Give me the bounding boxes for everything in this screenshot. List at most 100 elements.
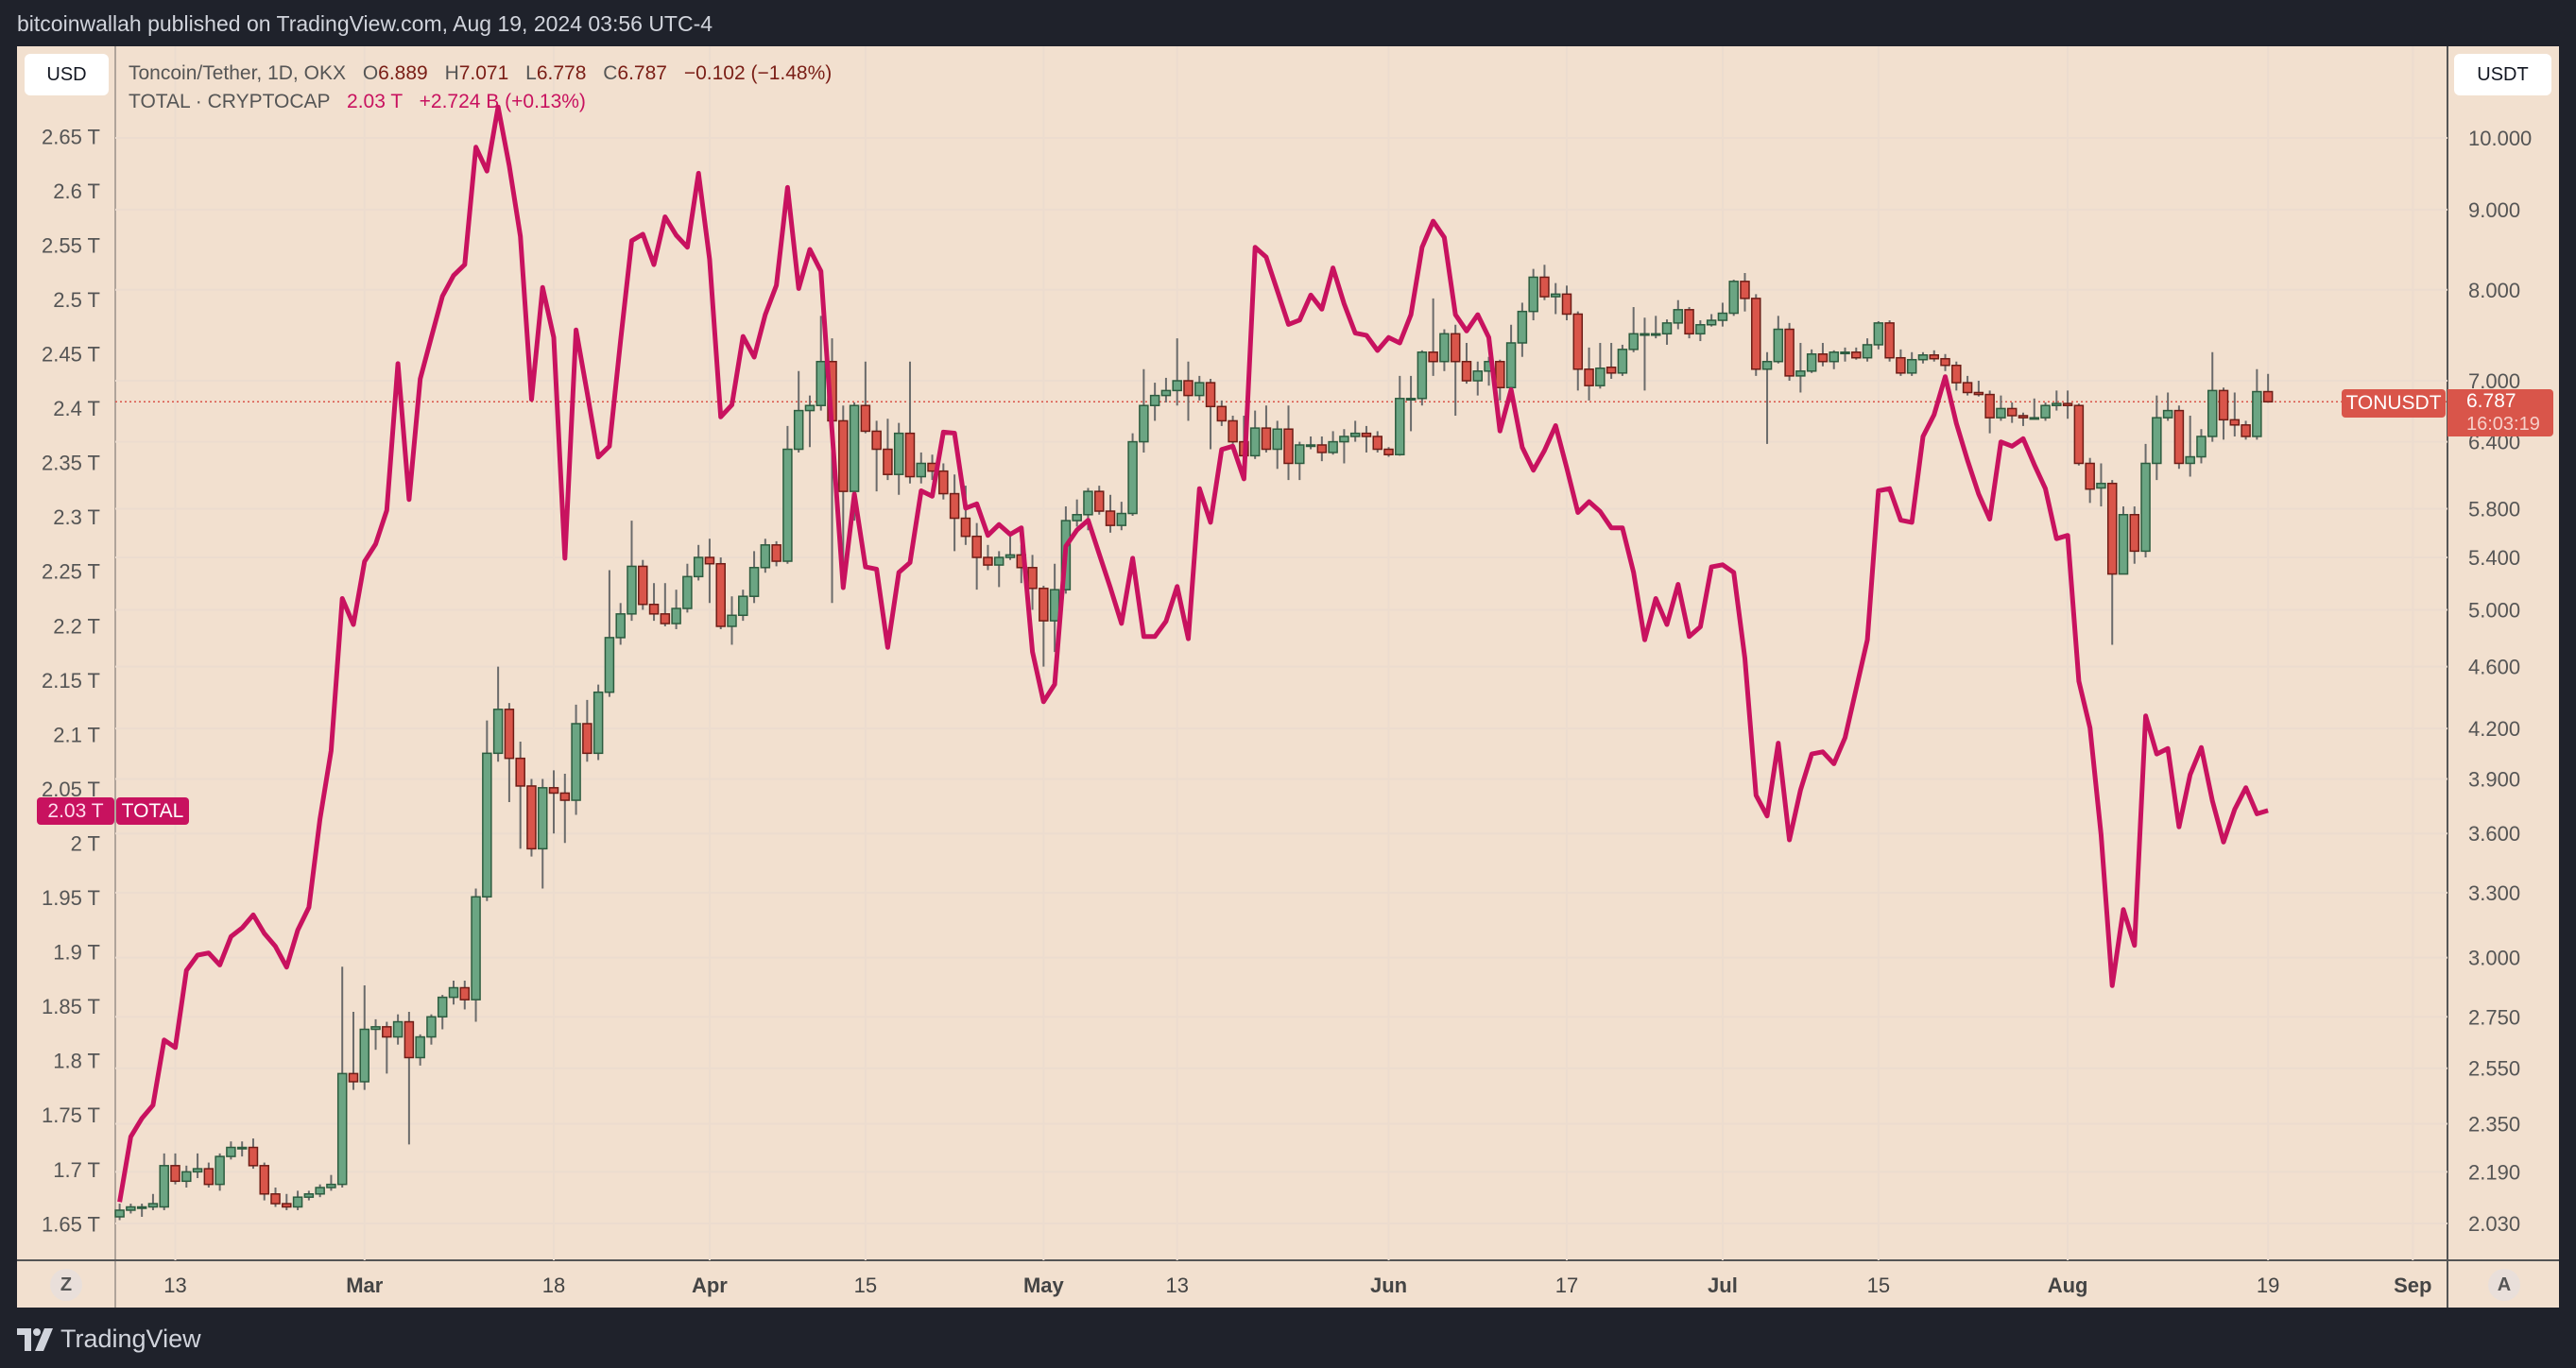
chart-pane[interactable] (17, 46, 2559, 1308)
candle-down (1027, 567, 1038, 590)
candle-up (2118, 514, 2129, 575)
right-axis-tick-label: 3.300 (2468, 881, 2520, 905)
time-axis-tick-label: 19 (2257, 1274, 2279, 1297)
candle-up (738, 595, 748, 617)
candle-up (2252, 390, 2262, 437)
candle-down (270, 1193, 281, 1205)
candle-down (1216, 405, 1228, 422)
left-axis-tick-label: 2.15 T (42, 669, 100, 693)
right-axis-tick-label: 2.030 (2468, 1212, 2520, 1236)
right-axis-tick-label: 3.600 (2468, 822, 2520, 846)
overlay-series-legend[interactable]: TOTAL · CRYPTOCAP 2.03 T +2.724 B (+0.13… (129, 91, 586, 113)
candle-up (482, 752, 492, 898)
candle-up (1650, 333, 1661, 336)
candle-up (1862, 344, 1873, 359)
right-axis-tick-label: 9.000 (2468, 198, 2520, 222)
candle-up (537, 787, 548, 850)
candle-up (816, 360, 826, 406)
candle-up (226, 1146, 236, 1157)
candle-down (638, 565, 648, 606)
left-axis-tick-label: 1.8 T (53, 1050, 100, 1073)
left-axis-tick-label: 1.7 T (53, 1158, 100, 1182)
publish-info: bitcoinwallah published on TradingView.c… (17, 11, 713, 36)
candle-up (1194, 382, 1205, 397)
candle-up (627, 565, 637, 615)
candle-up (215, 1155, 225, 1186)
candle-down (904, 432, 916, 478)
candle-up (893, 432, 904, 475)
right-axis-tick-label: 3.900 (2468, 768, 2520, 792)
candle-up (2096, 482, 2106, 489)
candle-down (1896, 356, 1906, 374)
left-axis-tick-label: 2 T (71, 831, 100, 855)
candle-up (592, 691, 604, 755)
candle-up (804, 404, 816, 412)
candle-up (2052, 402, 2062, 406)
candle-down (1984, 393, 1995, 419)
left-axis-tick-label: 1.9 T (53, 941, 100, 965)
candle-up (1249, 427, 1261, 457)
candle-up (1528, 276, 1538, 313)
left-axis-tick-label: 2.5 T (53, 288, 100, 312)
candle-up (359, 1028, 370, 1083)
candle-up (1595, 368, 1606, 386)
candle-up (471, 896, 481, 1000)
candle-up (748, 567, 760, 597)
candle-down (2106, 482, 2118, 575)
candle-up (1116, 512, 1127, 526)
candle-up (1339, 436, 1349, 443)
candle-down (1973, 391, 1984, 396)
candle-down (404, 1020, 415, 1059)
time-axis-zoom-button[interactable]: Z (50, 1269, 82, 1301)
candle-up (147, 1203, 159, 1208)
time-axis-tick-label: 13 (1165, 1274, 1188, 1297)
candle-down (715, 562, 726, 627)
left-scale-currency-button[interactable]: USD (25, 54, 109, 95)
auto-scale-button[interactable]: A (2488, 1269, 2520, 1301)
candle-down (1572, 313, 1584, 370)
candle-down (1784, 328, 1795, 377)
candle-up (1829, 351, 1839, 363)
candle-down (2073, 404, 2085, 465)
time-axis-tick-label: Jun (1370, 1274, 1407, 1297)
candle-down (2129, 514, 2140, 553)
candle-down (1450, 333, 1461, 363)
candle-down (1606, 367, 1617, 374)
candle-down (1817, 353, 1829, 363)
right-axis-tick-label: 5.400 (2468, 546, 2520, 570)
candle-up (1517, 310, 1528, 344)
candle-up (571, 723, 581, 801)
candle-down (259, 1165, 269, 1195)
right-scale-currency-button[interactable]: USDT (2454, 54, 2551, 95)
candle-down (170, 1165, 180, 1183)
candle-down (938, 470, 949, 495)
price-axis-tag: 6.787 16:03:19 (2447, 389, 2553, 436)
candle-up (2196, 436, 2207, 458)
candle-down (1183, 380, 1194, 397)
candle-up (1072, 514, 1082, 522)
main-series-legend[interactable]: Toncoin/Tether, 1D, OKX O6.889 H7.071 L6… (129, 62, 832, 85)
candle-down (648, 603, 660, 615)
right-axis-tick-label: 7.000 (2468, 369, 2520, 393)
candle-down (1361, 432, 1372, 437)
candle-down (2262, 390, 2274, 403)
candle-down (1584, 368, 1594, 386)
candle-down (1561, 293, 1572, 316)
candle-up (159, 1165, 169, 1208)
candle-up (1550, 293, 1561, 298)
time-axis-tick-label: 17 (1555, 1274, 1578, 1297)
candle-down (348, 1072, 359, 1083)
time-axis-tick-label: 18 (542, 1274, 565, 1297)
candle-up (1172, 380, 1182, 392)
candle-down (1684, 309, 1694, 335)
right-axis-tick-label: 2.750 (2468, 1005, 2520, 1029)
candle-up (426, 1016, 437, 1038)
candle-down (526, 785, 537, 850)
candle-down (949, 492, 960, 520)
candle-down (1929, 353, 1939, 360)
candle-up (415, 1035, 425, 1059)
candle-down (1228, 419, 1238, 443)
tradingview-logo[interactable]: TradingView (17, 1325, 201, 1354)
candle-up (1761, 360, 1773, 370)
